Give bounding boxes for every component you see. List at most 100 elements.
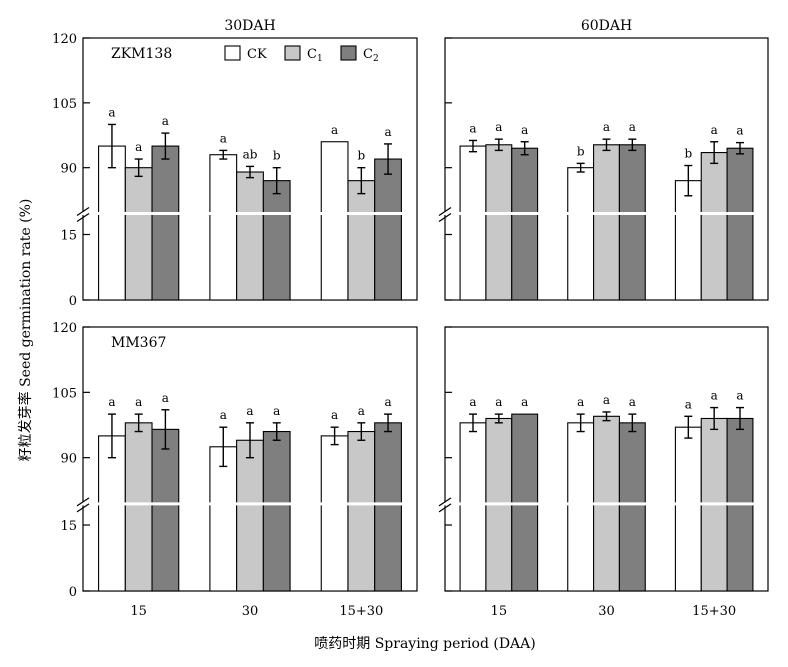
significance-letter: a	[685, 397, 692, 411]
significance-letter: a	[711, 389, 718, 403]
significance-letter: a	[246, 404, 253, 418]
x-tick-label: 30	[598, 604, 615, 619]
significance-letter: a	[384, 125, 391, 139]
cultivar-label: MM367	[111, 335, 166, 351]
bar-ck	[674, 180, 702, 301]
axis-break-mark	[76, 503, 90, 513]
bar-ck	[320, 141, 349, 301]
axis-break-mark	[438, 503, 452, 513]
significance-letter: a	[331, 408, 338, 422]
bar-ck	[459, 422, 487, 592]
bar-c1	[347, 180, 376, 301]
legend-label-c2: C2	[363, 47, 379, 64]
bar-c2	[374, 158, 402, 301]
panel-top-right: a a a b a a b a a 60DAH	[438, 18, 769, 301]
significance-letter: b	[357, 149, 365, 163]
bar-ck	[320, 435, 349, 592]
legend-label-c1: C1	[307, 47, 323, 64]
axis-break-mark	[76, 497, 90, 507]
panel-bottom-left: 120 105 90 15 0 a a a 15 a a a 30 a a a 15+30 MM367	[52, 321, 418, 619]
bar-ck	[459, 145, 487, 301]
significance-letter: a	[331, 123, 338, 137]
bar-c2	[618, 422, 646, 592]
y-tick-label: 105	[52, 97, 77, 112]
x-axis-title: 喷药时期 Spraying period (DAA)	[314, 636, 535, 652]
y-tick-label: 105	[52, 386, 77, 401]
bar-c1	[236, 171, 264, 301]
bar-c1	[347, 430, 376, 592]
significance-letter: a	[220, 131, 227, 145]
significance-letter: a	[521, 395, 528, 409]
y-tick-label: 120	[52, 32, 77, 47]
bar-c1	[236, 439, 264, 592]
y-tick-label: 90	[60, 162, 77, 177]
x-tick-label: 15	[130, 604, 147, 619]
x-tick-label: 15+30	[692, 604, 736, 619]
x-tick-label: 15	[491, 604, 508, 619]
bar-c2	[262, 180, 291, 301]
y-tick-label: 15	[60, 519, 77, 534]
x-tick-label: 30	[242, 604, 259, 619]
significance-letter: a	[629, 395, 636, 409]
bar-ck	[567, 422, 595, 592]
significance-letter: a	[108, 395, 115, 409]
y-tick-label: 90	[60, 452, 77, 467]
y-axis-title: 籽粒发芽率 Seed germination rate (%)	[17, 199, 34, 462]
significance-letter: b	[577, 144, 585, 158]
significance-letter: a	[577, 395, 584, 409]
legend-swatch-c2	[340, 45, 357, 61]
bar-c1	[593, 144, 620, 301]
bar-c2	[374, 422, 402, 592]
significance-letter: a	[495, 120, 502, 134]
bar-c2	[151, 428, 180, 592]
axis-break-mark	[438, 497, 452, 507]
significance-letter: a	[469, 395, 476, 409]
bar-c1	[485, 144, 513, 301]
significance-letter: a	[629, 120, 636, 134]
y-tick-label: 0	[69, 585, 77, 600]
y-tick-label: 120	[52, 321, 77, 336]
significance-letter: a	[736, 389, 743, 403]
cultivar-label: ZKM138	[111, 46, 172, 62]
significance-letter: b	[273, 149, 281, 163]
significance-letter: b	[684, 147, 692, 161]
axis-break-mark	[76, 213, 90, 223]
bar-ck	[567, 167, 595, 301]
significance-letter: a	[358, 404, 365, 418]
panel-title: 60DAH	[581, 18, 632, 34]
significance-letter: a	[603, 120, 610, 134]
significance-letter: a	[108, 105, 115, 119]
bar-c1	[700, 152, 728, 301]
panel-title: 30DAH	[224, 18, 275, 34]
significance-letter: a	[469, 121, 476, 135]
legend: CK C1 C2	[224, 45, 379, 64]
significance-letter: ab	[243, 147, 258, 161]
bar-c2	[511, 147, 539, 301]
significance-letter: a	[736, 124, 743, 138]
legend-label-ck: CK	[247, 47, 267, 62]
significance-letter: a	[384, 395, 391, 409]
significance-letter: a	[521, 123, 528, 137]
bar-c1	[124, 167, 153, 301]
significance-letter: a	[162, 114, 169, 128]
bar-c2	[151, 145, 180, 301]
significance-letter: a	[162, 391, 169, 405]
bar-c2	[726, 147, 754, 301]
bar-ck	[98, 435, 126, 592]
y-tick-label: 15	[60, 229, 77, 244]
significance-letter: a	[495, 395, 502, 409]
legend-swatch-c1	[284, 45, 301, 61]
bar-c2	[618, 144, 646, 301]
axis-break-mark	[438, 207, 452, 217]
bar-ck	[209, 446, 238, 592]
panel-bottom-right: a a a 15 a a a 30 a a a 15+30	[438, 326, 769, 619]
significance-letter: a	[711, 123, 718, 137]
significance-letter: a	[135, 395, 142, 409]
significance-letter: a	[273, 404, 280, 418]
legend-swatch-ck	[224, 45, 241, 61]
significance-letter: a	[603, 393, 610, 407]
bar-c2	[262, 430, 291, 592]
